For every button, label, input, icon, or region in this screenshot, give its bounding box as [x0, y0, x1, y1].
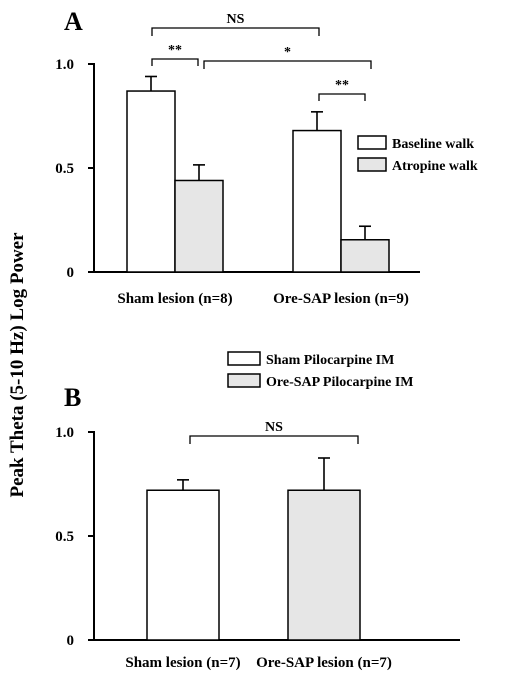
significance-bracket — [203, 60, 372, 69]
legend-label: Baseline walk — [392, 137, 474, 152]
bar — [126, 90, 176, 273]
significance-label: NS — [227, 12, 245, 27]
panel-letter: B — [64, 383, 81, 412]
significance-label: NS — [265, 420, 283, 435]
significance-bracket — [151, 27, 320, 36]
y-tick-label: 1.0 — [55, 57, 74, 73]
legend-swatch — [357, 135, 387, 150]
significance-label: * — [284, 45, 291, 60]
significance-bracket — [318, 93, 366, 101]
y-tick-label: 0.5 — [55, 529, 74, 545]
significance-label: ** — [335, 78, 349, 93]
y-tick-label: 0 — [67, 633, 75, 649]
y-tick-label: 0 — [67, 265, 75, 281]
significance-bracket — [189, 435, 359, 444]
legend-swatch — [227, 351, 261, 366]
y-axis-label: Peak Theta (5-10 Hz) Log Power — [7, 232, 28, 498]
panel-letter: A — [64, 7, 83, 36]
x-tick-label: Ore-SAP lesion (n=7) — [256, 655, 392, 671]
legend-label: Ore-SAP Pilocarpine IM — [266, 375, 414, 390]
bar — [340, 239, 390, 273]
y-tick-label: 1.0 — [55, 425, 74, 441]
legend-label: Atropine walk — [392, 159, 478, 174]
legend-label: Sham Pilocarpine IM — [266, 353, 394, 368]
panel-b: B 0 0.5 1.0 Sham lesion (n=7) Ore-SAP lesion … — [55, 351, 460, 671]
significance-label: ** — [168, 43, 182, 58]
x-tick-label: Sham lesion (n=7) — [125, 655, 240, 671]
bar — [146, 489, 220, 641]
bar — [287, 489, 361, 641]
legend-swatch — [227, 373, 261, 388]
bar — [174, 179, 224, 273]
panel-a: A 0 0.5 1.0 Sham lesion (n=8) Ore-SAP lesion … — [55, 7, 478, 307]
bar — [292, 129, 342, 273]
x-tick-label: Sham lesion (n=8) — [117, 291, 232, 307]
x-tick-label: Ore-SAP lesion (n=9) — [273, 291, 409, 307]
significance-bracket — [151, 58, 199, 66]
y-tick-label: 0.5 — [55, 161, 74, 177]
legend-swatch — [357, 157, 387, 172]
